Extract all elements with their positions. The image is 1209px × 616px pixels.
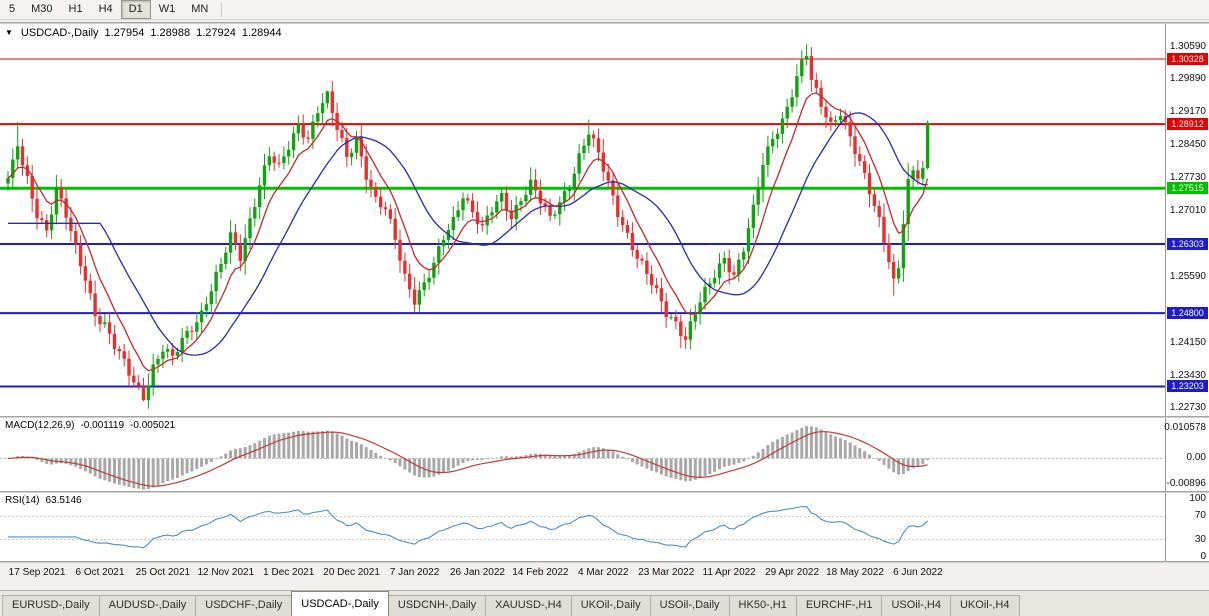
panel-splitter-macd[interactable] (0, 416, 1209, 418)
date-axis-label: 23 Mar 2022 (638, 567, 695, 578)
price-level-badge: 1.27515 (1167, 182, 1208, 195)
axis-tick-label: 1.23430 (1169, 370, 1206, 382)
price-level-badge: 1.23203 (1167, 380, 1208, 393)
price-chart-panel[interactable]: ▼ USDCAD-,Daily 1.27954 1.28988 1.27924 … (0, 24, 1165, 416)
date-axis-label: 20 Dec 2021 (323, 567, 380, 578)
chart-tab-eurchf-h1[interactable]: EURCHF-,H1 (795, 595, 883, 616)
candlestick-chart[interactable] (0, 24, 1165, 416)
ohlc-high: 1.28988 (150, 27, 191, 39)
date-axis-label: 26 Jan 2022 (449, 567, 505, 578)
axis-tick-label: 1.24150 (1169, 336, 1206, 348)
axis-tick-label: 1.29890 (1169, 73, 1206, 85)
timeframe-button-h1[interactable]: H1 (68, 3, 83, 15)
date-axis-label: 12 Nov 2021 (197, 567, 255, 578)
rsi-label: RSI(14) (5, 495, 40, 506)
rsi-value: 63.5146 (45, 495, 82, 506)
timeframe-button-m30[interactable]: M30 (31, 3, 53, 15)
chart-tab-hk50-h1[interactable]: HK50-,H1 (728, 595, 797, 616)
date-axis-label: 6 Jun 2022 (893, 567, 943, 578)
axis-tick-label: 30 (1194, 533, 1206, 545)
moving-average-slow (8, 112, 928, 356)
axis-tick-label: 1.28450 (1169, 139, 1206, 151)
date-axis-label: 4 Mar 2022 (578, 567, 629, 578)
date-axis-border (0, 561, 1209, 563)
ohlc-open: 1.27954 (104, 27, 145, 39)
axis-tick-label: -0.00896 (1166, 478, 1206, 490)
chart-tabbar: EURUSD-,Daily AUDUSD-,Daily USDCHF-,Daily U… (0, 590, 1209, 616)
date-axis[interactable]: 17 Sep 2021 6 Oct 2021 25 Oct 2021 12 Nov 2… (0, 563, 1165, 585)
timeframe-button-d1[interactable]: D1 (120, 0, 151, 19)
ohlc-close: 1.28944 (241, 27, 282, 39)
axis-tick-label: 0.010578 (1164, 421, 1206, 433)
date-axis-label: 18 May 2022 (826, 567, 884, 578)
date-axis-label: 7 Jan 2022 (389, 567, 440, 578)
price-level-badge: 1.30328 (1167, 53, 1208, 66)
axis-tick-label: 100 (1189, 493, 1206, 504)
timeframe-button-5[interactable]: 5 (9, 3, 16, 15)
chart-tab-usdcad-daily[interactable]: USDCAD-,Daily (291, 591, 389, 616)
axis-tick-label: 1.29170 (1169, 106, 1206, 118)
timeframe-button-mn[interactable]: MN (191, 3, 209, 15)
moving-average-fast (7, 92, 929, 372)
date-axis-label: 25 Oct 2021 (135, 567, 191, 578)
macd-main-value: -0.001119 (80, 420, 125, 431)
toolbar-separator (221, 2, 223, 17)
macd-panel[interactable]: MACD(12,26,9) -0.001119 -0.005021 (0, 418, 1165, 491)
date-axis-label: 1 Dec 2021 (263, 567, 315, 578)
rsi-panel[interactable]: RSI(14) 63.5146 (0, 493, 1165, 561)
date-axis-label: 6 Oct 2021 (75, 567, 125, 578)
axis-tick-label: 1.27010 (1169, 205, 1206, 217)
ohlc-low: 1.27924 (196, 27, 236, 39)
candlestick-series (6, 44, 930, 409)
chart-tab-eurusd-daily[interactable]: EURUSD-,Daily (2, 595, 100, 616)
price-level-badge: 1.28912 (1167, 118, 1208, 131)
macd-signal-line (7, 431, 928, 487)
symbol-label: USDCAD-,Daily (20, 27, 99, 39)
date-axis-label: 11 Apr 2022 (702, 567, 756, 578)
timeframe-toolbar: 5 M30 H1 H4 D1 W1 MN (0, 0, 1209, 20)
chart-dropdown-icon[interactable]: ▼ (5, 28, 13, 37)
axis-tick-label: 1.27730 (1169, 172, 1206, 184)
timeframe-button-w1[interactable]: W1 (158, 3, 176, 15)
axis-tick-label: 1.22730 (1169, 402, 1206, 414)
axis-tick-label: 0.00 (1186, 452, 1206, 464)
macd-histogram (6, 426, 930, 490)
axis-tick-label: 70 (1194, 510, 1206, 522)
macd-label: MACD(12,26,9) (5, 420, 75, 431)
rsi-title: RSI(14) 63.5146 (5, 495, 82, 506)
axis-tick-label: 0 (1200, 551, 1206, 562)
date-axis-label: 14 Feb 2022 (512, 567, 569, 578)
chart-tab-xauusd-h4[interactable]: XAUUSD-,H4 (485, 595, 572, 616)
window-top-border (0, 22, 1209, 24)
chart-title: ▼ USDCAD-,Daily 1.27954 1.28988 1.27924 … (5, 27, 282, 39)
chart-tab-ukoil-h4[interactable]: UKOil-,H4 (949, 595, 1020, 616)
chart-tab-usoil-daily[interactable]: USOil-,Daily (649, 595, 730, 616)
panel-splitter-rsi[interactable] (0, 491, 1209, 493)
axis-tick-label: 1.30590 (1169, 40, 1206, 52)
macd-title: MACD(12,26,9) -0.001119 -0.005021 (5, 420, 175, 431)
price-scale[interactable]: 1.30590 1.29890 1.29170 1.28450 1.27730 1.270… (1164, 24, 1209, 562)
chart-tab-audusd-daily[interactable]: AUDUSD-,Daily (98, 595, 197, 616)
chart-tab-usoil-h4[interactable]: USOil-,H4 (881, 595, 951, 616)
axis-tick-label: 1.25590 (1169, 270, 1206, 282)
timeframe-button-h4[interactable]: H4 (98, 3, 113, 15)
rsi-chart[interactable] (0, 493, 1165, 561)
price-level-badge: 1.26303 (1167, 237, 1208, 250)
chart-tab-ukoil-daily[interactable]: UKOil-,Daily (570, 595, 651, 616)
macd-chart[interactable] (0, 418, 1165, 491)
chart-tab-usdcnh-daily[interactable]: USDCNH-,Daily (387, 595, 487, 616)
date-axis-label: 29 Apr 2022 (765, 567, 820, 578)
rsi-line (8, 505, 928, 549)
chart-tab-usdchf-daily[interactable]: USDCHF-,Daily (195, 595, 293, 616)
macd-signal-value: -0.005021 (130, 420, 176, 431)
price-level-badge: 1.24800 (1167, 307, 1208, 320)
date-axis-label: 17 Sep 2021 (8, 567, 66, 578)
